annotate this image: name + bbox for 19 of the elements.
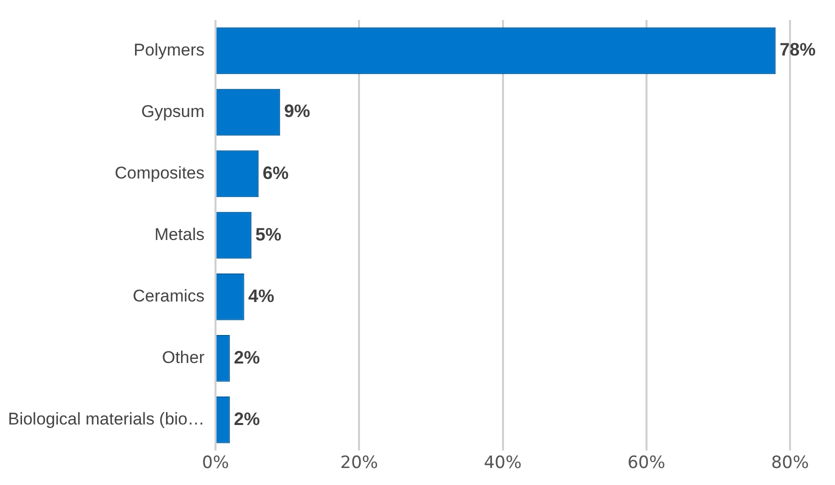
x-tick-label: 0% [202,453,230,474]
y-tick-label: Gypsum [141,102,205,121]
y-tick-label: Biological materials (bio… [8,410,205,429]
data-label: 4% [248,286,274,306]
data-label: 6% [262,162,289,183]
x-tick-label: 20% [340,453,378,474]
y-tick-label: Composites [114,163,205,182]
x-tick-label: 40% [484,453,522,474]
y-tick-label: Other [162,348,205,368]
x-tick-label: 80% [771,453,809,474]
data-label: 5% [255,224,282,244]
y-tick-label: Polymers [134,40,205,60]
data-label: 78% [780,40,816,60]
data-label: 2% [234,408,260,429]
y-tick-label: Metals [154,224,205,244]
y-tick-label: Ceramics [132,286,205,306]
data-label: 2% [234,347,260,368]
data-label: 9% [284,101,310,122]
x-tick-label: 60% [627,453,666,474]
